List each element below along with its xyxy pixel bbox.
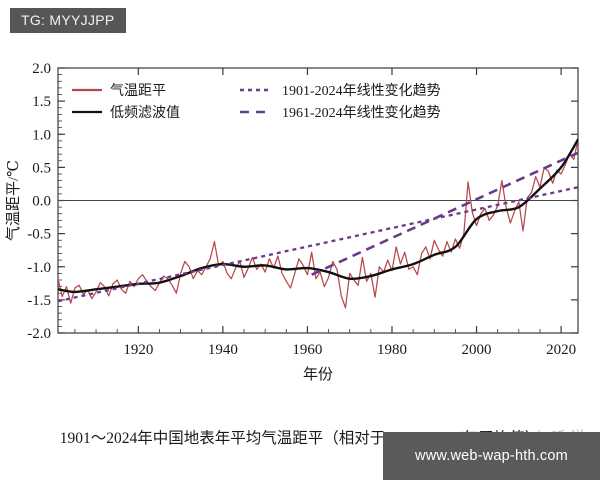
x-tick-label: 1980: [377, 342, 407, 358]
trend-line-1961-2024: [311, 151, 578, 276]
legend-label: 1901-2024年线性变化趋势: [282, 83, 441, 99]
legend-label: 低频滤波值: [110, 105, 180, 121]
chart-figure: -2.0 -1.5 -1.0 -0.5 0.0 0.5 1.0 1.5 2.0 1920 1940…: [0, 44, 600, 448]
series-line-anomaly: [58, 139, 578, 309]
temperature-anomaly-chart: -2.0 -1.5 -1.0 -0.5 0.0 0.5 1.0 1.5 2.0 1920 1940…: [5, 61, 579, 383]
legend-label: 1961-2024年线性变化趋势: [282, 105, 441, 121]
y-tick-label: -2.0: [27, 326, 51, 342]
url-bar-text: www.web-wap-hth.com: [415, 448, 568, 464]
x-axis-ticks: 1920 1940 1960 1980 2000 2020: [74, 68, 576, 358]
y-tick-label: 1.5: [32, 94, 51, 110]
y-tick-label: -1.5: [27, 293, 51, 309]
x-tick-label: 2020: [546, 342, 576, 358]
y-axis-title: 气温距平/℃: [5, 160, 22, 241]
y-tick-label: 2.0: [32, 61, 51, 77]
trend-lines-group: [58, 151, 578, 303]
y-tick-label: -1.0: [27, 260, 51, 276]
url-bar: www.web-wap-hth.com: [383, 432, 600, 480]
axis-titles: 年份 气温距平/℃: [5, 160, 333, 383]
y-tick-label: 0.0: [32, 194, 51, 210]
tg-badge: TG: MYYJJPP: [10, 8, 126, 33]
x-tick-label: 1920: [123, 342, 153, 358]
y-axis-ticks: -2.0 -1.5 -1.0 -0.5 0.0 0.5 1.0 1.5 2.0: [27, 61, 578, 342]
y-tick-label: 0.5: [32, 160, 51, 176]
x-tick-label: 1940: [208, 342, 238, 358]
y-tick-label: -0.5: [27, 227, 51, 243]
legend-label: 气温距平: [110, 83, 166, 99]
trend-line-1901-2024: [58, 186, 578, 303]
x-tick-label: 1960: [292, 342, 322, 358]
x-axis-title: 年份: [303, 366, 333, 383]
y-tick-label: 1.0: [32, 127, 51, 143]
x-tick-label: 2000: [462, 342, 492, 358]
